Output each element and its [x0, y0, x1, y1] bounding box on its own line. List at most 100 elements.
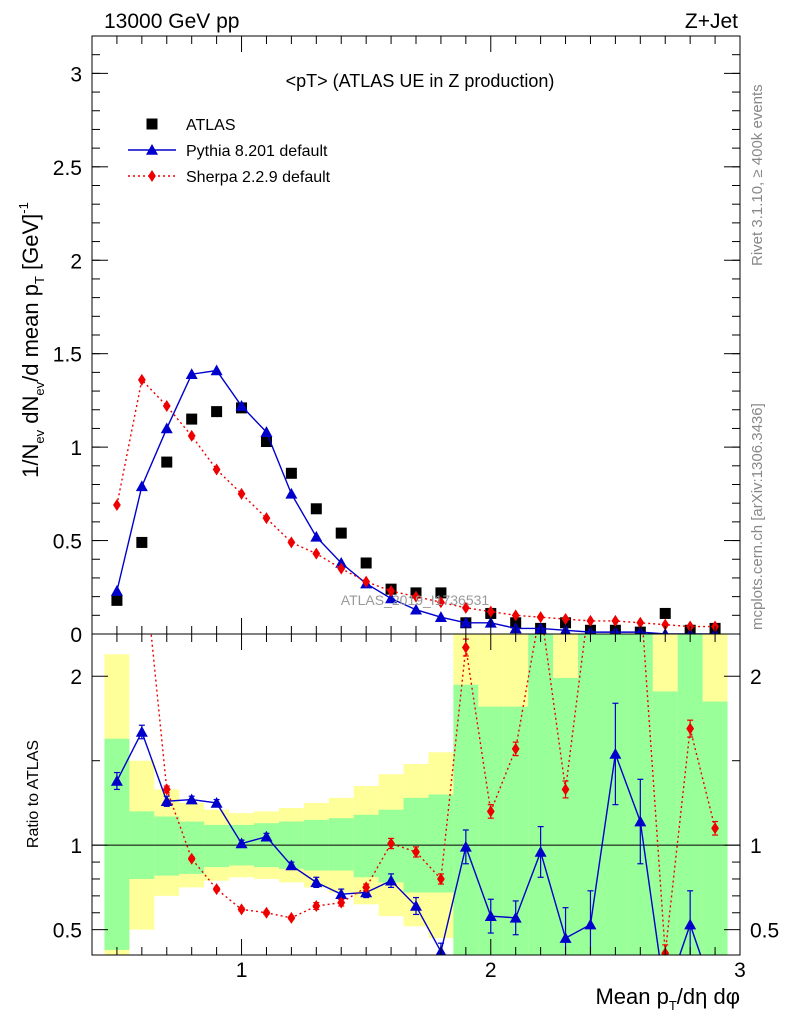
ratio-y-tick-label-right: 2	[750, 666, 762, 689]
pythia-8-201-default-ratio-point	[459, 840, 472, 852]
sherpa-2-2-9-default-ratio-point	[113, 366, 121, 378]
sherpa-2-2-9-default-ratio-point	[461, 641, 470, 654]
main-y-tick-label: 3	[70, 63, 82, 86]
pythia-8-201-default-point	[110, 585, 123, 596]
pythia-8-201-default-ratio-point	[534, 845, 547, 857]
main-y-tick-label: 2.5	[53, 157, 82, 180]
sherpa-2-2-9-default-point	[362, 575, 371, 588]
sherpa-2-2-9-default-point	[511, 609, 520, 622]
sherpa-2-2-9-default-ratio-point	[187, 852, 196, 865]
sherpa-2-2-9-default-point	[636, 616, 645, 629]
pythia-8-201-default-point	[410, 603, 422, 615]
sherpa-2-2-9-default-ratio-point	[237, 903, 246, 916]
pythia-8-201-default-ratio-point	[210, 796, 223, 808]
sherpa-2-2-9-default-point	[412, 590, 420, 603]
atlas-stat-band	[204, 824, 230, 868]
legend-atlas-marker	[146, 118, 158, 130]
pythia-8-201-default-ratio-point	[609, 747, 622, 759]
sherpa-2-2-9-default-point	[287, 536, 296, 549]
sherpa-2-2-9-default-point	[187, 429, 196, 442]
atlas-point	[335, 527, 347, 539]
main-chart-title: <pT> (ATLAS UE in Z production)	[286, 71, 555, 91]
main-y-tick-label: 1.5	[53, 344, 82, 367]
main-y-axis-title: 1/Nev dNev/d mean pT [GeV]-1	[16, 202, 47, 478]
ratio-y-tick-label: 0.5	[53, 920, 82, 943]
atlas-point	[136, 536, 148, 548]
rivet-version-label: Rivet 3.1.10, ≥ 400k events	[749, 84, 766, 266]
legend-pythia-8-201-default-label: Pythia 8.201 default	[186, 143, 328, 160]
sherpa-2-2-9-default-point	[387, 585, 395, 598]
pythia-8-201-default-point	[235, 400, 248, 411]
main-y-tick-label: 2	[70, 250, 82, 273]
pythia-8-201-default-point	[385, 592, 398, 604]
legend: ATLAS Pythia 8.201 default Sherpa 2.2.9 de…	[128, 117, 331, 186]
sherpa-2-2-9-default-point	[212, 463, 221, 476]
svg-text:1/Nev dNev/d mean pT [GeV]-1: 1/Nev dNev/d mean pT [GeV]-1	[16, 202, 47, 478]
x-axis-title: Mean pT/dη dφ	[595, 984, 740, 1013]
sherpa-2-2-9-default-point	[337, 562, 346, 575]
sherpa-2-2-9-default-point	[437, 596, 445, 609]
legend-atlas-label: ATLAS	[186, 117, 236, 134]
ratio-panel: 0.5 0.5 1 1 2 2 1 2 3	[53, 366, 779, 982]
svg-text:Mean pT/dη dφ: Mean pT/dη dφ	[595, 984, 740, 1013]
atlas-point	[260, 436, 272, 448]
sherpa-2-2-9-default-ratio-point	[162, 783, 171, 796]
pythia-8-201-default-ratio-point	[110, 774, 123, 786]
sherpa-2-2-9-default-point	[162, 400, 171, 413]
sherpa-2-2-9-default-ratio-point	[686, 722, 695, 735]
main-panel: 0 0.5 1 1.5 2 2.5 3 <pT> (ATLAS UE in Z produc…	[53, 35, 741, 647]
sherpa-2-2-9-default-ratio-point	[412, 845, 420, 858]
atlas-point	[310, 503, 322, 515]
mcplots-label: mcplots.cern.ch [arXiv:1306.3436]	[749, 403, 766, 630]
sherpa-2-2-9-default-point	[561, 613, 570, 626]
ratio-y-tick-label-right: 0.5	[750, 920, 779, 943]
atlas-point	[111, 594, 123, 606]
pythia-8-201-default-point	[285, 487, 298, 499]
watermark-label: ATLAS_2019_I1736531	[341, 592, 490, 608]
sherpa-2-2-9-default-ratio-point	[287, 911, 296, 924]
atlas-point	[435, 587, 447, 599]
pythia-8-201-default-point	[160, 422, 173, 434]
pythia-8-201-default-point	[459, 616, 472, 628]
sherpa-2-2-9-default-ratio-point	[362, 881, 371, 894]
sherpa-2-2-9-default-point	[237, 487, 246, 500]
sherpa-2-2-9-default-ratio-point	[611, 586, 619, 598]
legend-pythia-8-201-default-marker	[146, 144, 158, 155]
atlas-point	[360, 557, 372, 569]
pythia-8-201-default-point	[434, 611, 447, 622]
pythia-8-201-default-ratio-point	[235, 837, 248, 849]
ratio-y-tick-label-right: 1	[750, 835, 762, 858]
sherpa-2-2-9-default-ratio-point	[486, 805, 495, 818]
sherpa-2-2-9-default-point	[486, 605, 495, 618]
pythia-8-201-default-ratio-point	[310, 876, 323, 888]
atlas-stat-band	[652, 691, 678, 955]
atlas-point	[211, 406, 223, 418]
legend-sherpa-2-2-9-default-label: Sherpa 2.2.9 default	[186, 169, 331, 186]
sherpa-2-2-9-default-ratio-point	[262, 906, 271, 919]
sherpa-2-2-9-default-point	[611, 614, 620, 627]
sherpa-2-2-9-default-ratio-point	[561, 783, 570, 796]
sherpa-2-2-9-default-point	[661, 618, 670, 631]
sherpa-2-2-9-default-ratio-point	[587, 586, 595, 598]
main-y-tick-label: 1	[70, 437, 82, 460]
x-tick-label: 3	[734, 959, 746, 982]
pythia-8-201-default-point	[310, 530, 323, 542]
atlas-stat-band	[353, 814, 379, 878]
sherpa-2-2-9-default-ratio-point	[511, 742, 520, 755]
sherpa-2-2-9-default-ratio-point	[437, 872, 445, 885]
sherpa-2-2-9-default-point	[113, 499, 121, 512]
pythia-8-201-default-ratio-point	[160, 795, 173, 807]
sherpa-2-2-9-default-ratio-point	[312, 900, 321, 913]
legend-sherpa-2-2-9-default-marker	[148, 170, 156, 182]
sherpa-2-2-9-default-ratio-point	[387, 837, 395, 850]
pythia-8-201-default-ratio-point	[410, 900, 422, 911]
x-tick-label: 2	[485, 959, 497, 982]
sherpa-2-2-9-default-point	[461, 601, 470, 614]
pythia-8-201-default-ratio-point	[684, 918, 697, 930]
pythia-8-201-default-point	[135, 480, 148, 492]
pythia-8-201-default-point	[185, 368, 198, 380]
atlas-stat-band	[154, 816, 180, 876]
atlas-point	[285, 467, 297, 479]
energy-label: 13000 GeV pp	[104, 10, 239, 33]
